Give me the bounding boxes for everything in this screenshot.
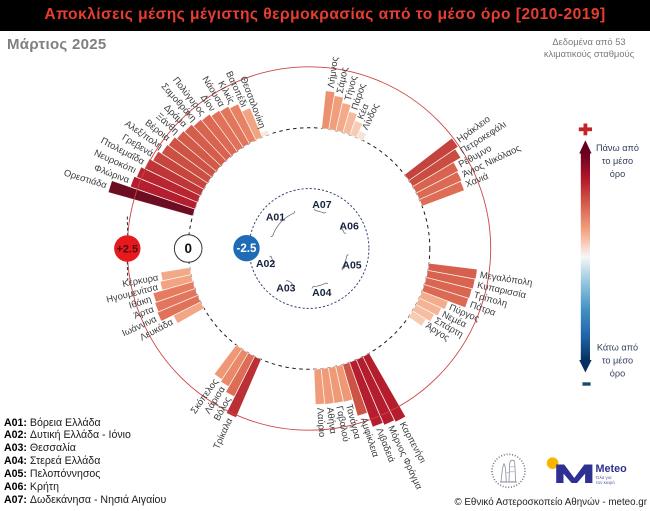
svg-text:A02: A02 <box>256 258 275 270</box>
svg-text:τον καιρό: τον καιρό <box>596 479 615 485</box>
svg-text:Τρίκαλα: Τρίκαλα <box>210 416 234 451</box>
svg-text:-2.5: -2.5 <box>237 243 257 255</box>
svg-text:A03: A03 <box>276 283 295 295</box>
svg-text:όρο: όρο <box>610 369 625 379</box>
svg-text:Λήμνος: Λήμνος <box>325 56 340 89</box>
svg-text:A07: A07 <box>312 199 331 211</box>
svg-text:A06: A06 <box>340 221 359 233</box>
svg-text:0: 0 <box>184 241 192 256</box>
svg-text:Σάμος: Σάμος <box>334 66 350 94</box>
svg-text:A05: A05 <box>342 259 361 271</box>
svg-text:το μέσο: το μέσο <box>602 156 633 166</box>
svg-text:Αθήνα: Αθήνα <box>325 406 339 435</box>
svg-text:Πάνω από: Πάνω από <box>596 143 639 153</box>
svg-text:όρο: όρο <box>610 169 625 179</box>
svg-text:το μέσο: το μέσο <box>602 356 633 366</box>
svg-text:Λαύριο: Λαύριο <box>315 407 328 437</box>
svg-text:Meteo: Meteo <box>596 463 628 475</box>
svg-text:Κάτω από: Κάτω από <box>597 343 638 353</box>
svg-text:Όλα για: Όλα για <box>595 475 612 480</box>
svg-text:+2.5: +2.5 <box>116 243 138 255</box>
svg-text:A04: A04 <box>312 287 331 299</box>
svg-text:A01: A01 <box>266 211 285 223</box>
